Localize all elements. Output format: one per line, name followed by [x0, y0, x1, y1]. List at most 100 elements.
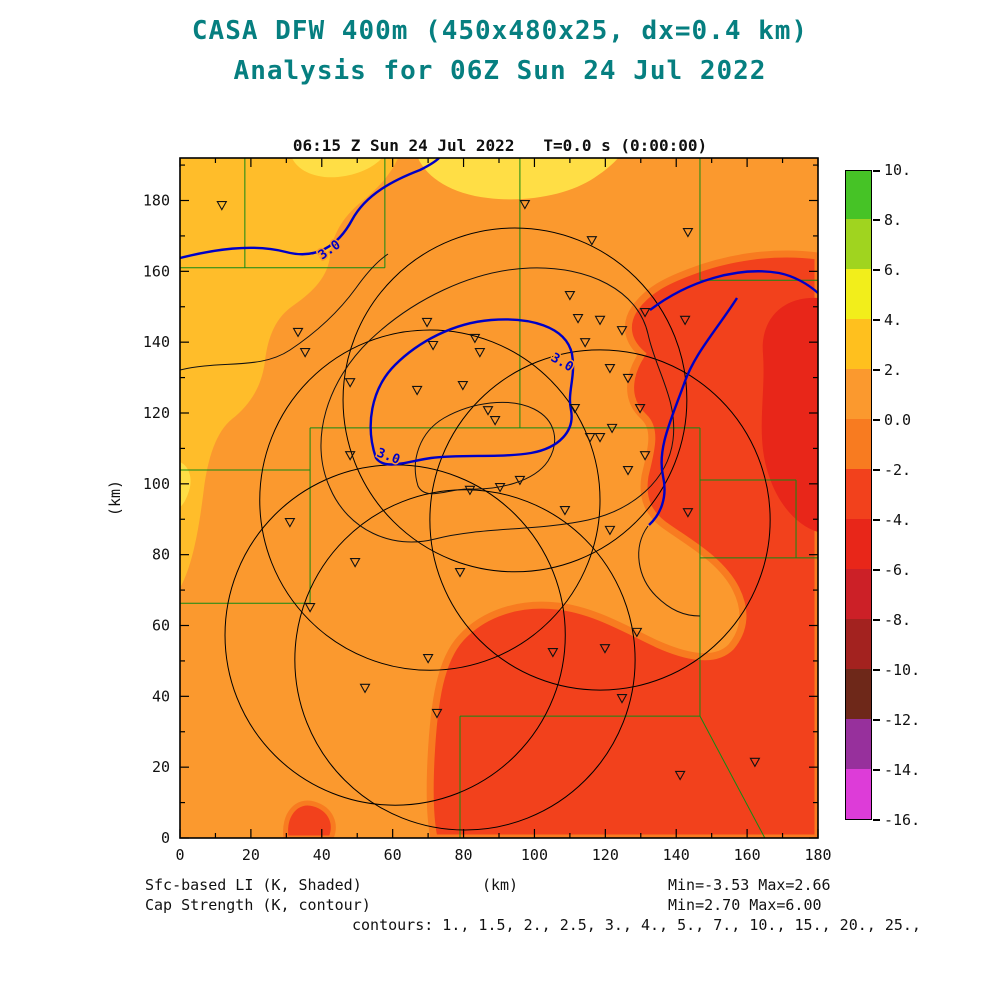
station-marker	[514, 475, 526, 486]
colorbar-segment	[846, 519, 871, 569]
station-marker	[454, 567, 466, 578]
plot-timestamp: 06:15 Z Sun 24 Jul 2022 T=0.0 s (0:00:00…	[292, 136, 708, 155]
station-marker	[674, 770, 686, 781]
colorbar-tick	[873, 569, 880, 571]
x-tick-label: 100	[521, 846, 548, 864]
cap-contour-thin	[320, 267, 675, 543]
station-marker	[464, 485, 476, 496]
station-marker	[584, 433, 596, 443]
y-tick-label: 0	[161, 829, 170, 847]
x-tick-label: 0	[175, 846, 184, 864]
colorbar-tick-label: 10.	[884, 161, 912, 179]
colorbar-segment	[846, 419, 871, 469]
station-marker	[421, 317, 433, 328]
station-marker	[599, 644, 611, 654]
colorbar-tick-label: -12.	[884, 711, 921, 729]
station-marker	[594, 433, 606, 443]
station-markers	[216, 199, 761, 781]
x-tick-label: 160	[734, 846, 761, 864]
y-tick-label: 60	[152, 617, 170, 635]
colorbar-segment	[846, 319, 871, 369]
colorbar-tick	[873, 170, 880, 172]
station-marker	[519, 199, 531, 210]
county-boundary-line	[699, 715, 766, 838]
y-tick-label: 80	[152, 546, 170, 564]
station-marker	[634, 403, 646, 414]
station-marker	[594, 315, 606, 326]
contour-field-label: Cap Strength (K, contour)	[145, 896, 371, 914]
colorbar-segment	[846, 569, 871, 619]
station-marker	[579, 338, 591, 348]
x-tick-label: 20	[242, 846, 260, 864]
colorbar-tick-label: 2.	[884, 361, 903, 379]
colorbar-tick-label: -8.	[884, 611, 912, 629]
colorbar-segment	[846, 769, 871, 819]
li-yellow-patch-topleft	[292, 158, 382, 178]
colorbar-tick	[873, 469, 880, 471]
station-marker	[431, 708, 443, 719]
analysis-map: 3.03.03.0 0 20 40 60 80 100 120 140 160 180 0 20 40 60…	[106, 157, 832, 864]
cap-contour-bold	[180, 158, 440, 260]
li-yellow-sliver-leftedge	[180, 462, 191, 507]
colorbar-tick	[873, 719, 880, 721]
x-tick-label: 140	[663, 846, 690, 864]
axes: 0 20 40 60 80 100 120 140 160 180 0 20 40 60 80 100 120 1…	[106, 157, 832, 864]
cap-strength-contours-thin	[180, 253, 701, 617]
colorbar-tick	[873, 219, 880, 221]
station-marker	[349, 558, 361, 568]
li-red-spot-bottomleft	[283, 800, 336, 838]
station-marker	[572, 314, 584, 324]
station-marker	[482, 406, 494, 416]
y-tick-label: 140	[143, 333, 170, 351]
y-tick-label: 180	[143, 192, 170, 210]
station-marker	[216, 201, 228, 211]
station-marker	[604, 525, 616, 536]
contour-levels-list: contours: 1., 1.5, 2., 2.5, 3., 4., 5., …	[352, 916, 921, 934]
station-marker	[682, 508, 694, 518]
station-marker	[344, 451, 356, 461]
x-tick-label: 80	[455, 846, 473, 864]
cap-contour-bold	[648, 297, 739, 526]
colorbar-tick	[873, 519, 880, 521]
station-marker	[427, 340, 439, 351]
colorbar-segment	[846, 719, 871, 769]
cap-contour-bold	[369, 318, 575, 466]
shaded-field-label: Sfc-based LI (K, Shaded)	[145, 876, 362, 894]
cap-contour-thin	[180, 253, 389, 371]
li-yellow-blob-topcenter	[418, 158, 618, 200]
figure-title: CASA DFW 400m (450x480x25, dx=0.4 km)	[191, 16, 809, 46]
colorbar-tick-label: -4.	[884, 511, 912, 529]
shaded-minmax: Min=-3.53 Max=2.66	[668, 876, 831, 894]
station-marker	[292, 327, 304, 338]
station-marker	[639, 451, 651, 461]
station-marker	[457, 380, 469, 391]
station-marker	[304, 603, 316, 613]
y-tick-label: 40	[152, 687, 170, 705]
colorbar-labels: 10. 8. 6. 4. 2. 0.0 -2. -4. -6. -8. -10. -12. -14. -1…	[872, 161, 942, 829]
colorbar-tick-label: 8.	[884, 211, 903, 229]
colorbar-tick	[873, 669, 880, 671]
footer-row-2: Cap Strength (K, contour) Min=2.70 Max=6…	[0, 896, 1000, 916]
x-tick-label: 180	[804, 846, 831, 864]
axis-ticks	[179, 158, 819, 839]
figure-subtitle: Analysis for 06Z Sun 24 Jul 2022	[233, 56, 767, 86]
colorbar-tick-label: 0.0	[884, 411, 912, 429]
x-axis-label: (km)	[481, 876, 519, 894]
y-tick-label: 160	[143, 262, 170, 280]
li-red-core-rightedge	[761, 297, 818, 532]
station-marker	[606, 423, 618, 434]
cap-contour-thin	[638, 525, 701, 617]
cap-contour-bold	[649, 270, 818, 311]
x-tick-label: 40	[313, 846, 331, 864]
colorbar: 10. 8. 6. 4. 2. 0.0 -2. -4. -6. -8. -10. -12. -14. -1…	[845, 161, 920, 829]
radar-range-ring	[342, 227, 688, 573]
footer-row-3: contours: 1., 1.5, 2., 2.5, 3., 4., 5., …	[0, 916, 1000, 936]
y-tick-label: 20	[152, 758, 170, 776]
station-marker	[622, 465, 634, 476]
station-marker	[344, 378, 356, 388]
station-marker	[616, 694, 628, 704]
station-marker	[616, 326, 628, 336]
colorbar-tick	[873, 369, 880, 371]
colorbar-tick-label: -2.	[884, 461, 912, 479]
station-marker	[474, 348, 486, 358]
